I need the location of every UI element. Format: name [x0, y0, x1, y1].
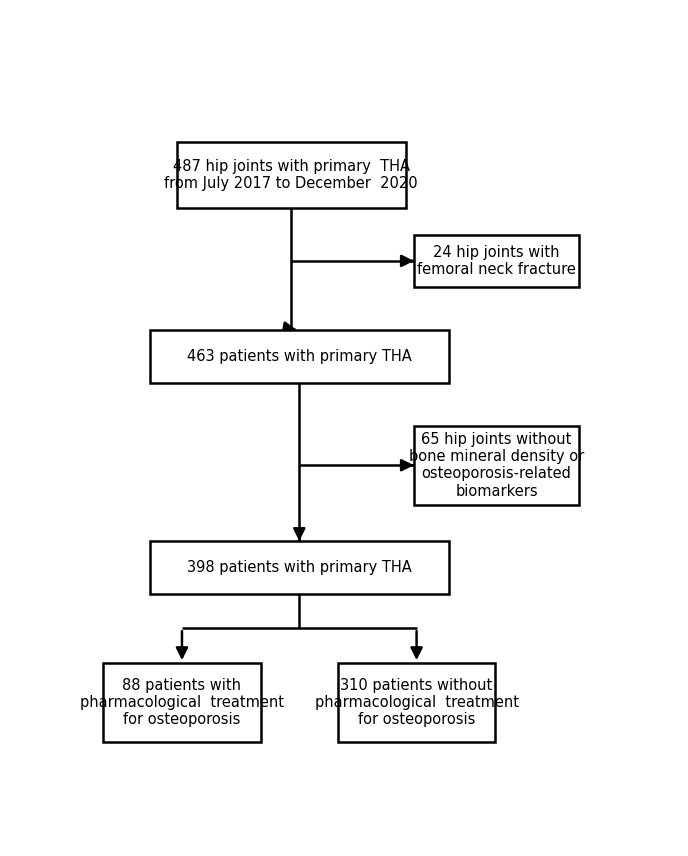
- Bar: [338, 663, 495, 742]
- Text: 65 hip joints without
bone mineral density or
osteoporosis-related
biomarkers: 65 hip joints without bone mineral densi…: [409, 431, 584, 499]
- Text: 463 patients with primary THA: 463 patients with primary THA: [187, 349, 411, 364]
- Bar: [414, 235, 579, 288]
- Bar: [177, 142, 406, 208]
- Text: 398 patients with primary THA: 398 patients with primary THA: [187, 560, 411, 575]
- Text: 310 patients without
pharmacological  treatment
for osteoporosis: 310 patients without pharmacological tre…: [314, 678, 519, 728]
- Text: 88 patients with
pharmacological  treatment
for osteoporosis: 88 patients with pharmacological treatme…: [80, 678, 284, 728]
- Bar: [414, 425, 579, 505]
- Text: 487 hip joints with primary  THA
from July 2017 to December  2020: 487 hip joints with primary THA from Jul…: [164, 159, 418, 192]
- Bar: [150, 541, 449, 594]
- Bar: [150, 330, 449, 383]
- Bar: [103, 663, 261, 742]
- Text: 24 hip joints with
femoral neck fracture: 24 hip joints with femoral neck fracture: [417, 245, 576, 277]
